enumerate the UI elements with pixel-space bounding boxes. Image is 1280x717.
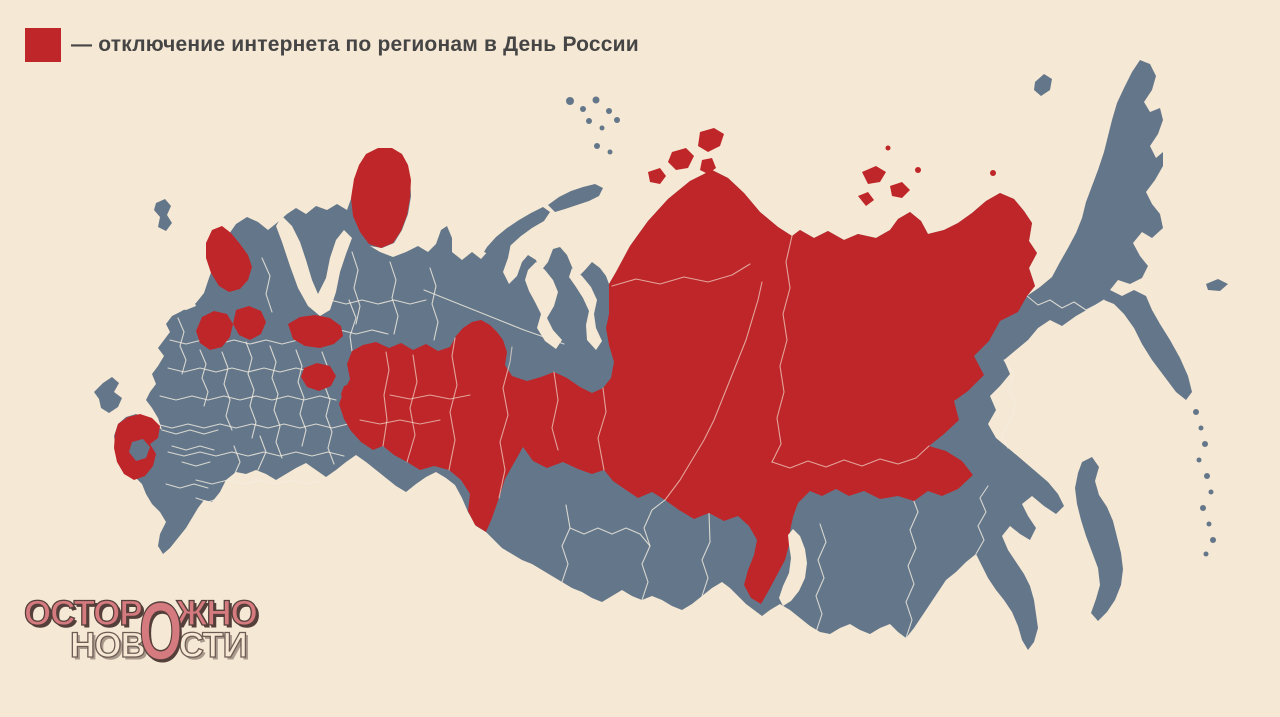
island-novaya-zemlya-south	[484, 207, 550, 255]
island-northwest	[154, 199, 172, 231]
highlighted-region-borders	[359, 235, 930, 501]
islands-franz-josef-land	[566, 96, 620, 155]
region-volga-small-blob-highlighted	[341, 382, 363, 410]
lake-baikal	[779, 529, 807, 606]
ostorozhno-novosti-logo: ОСТОР ЖНО НОВ СТИ О	[23, 589, 258, 673]
legend-red-swatch	[25, 28, 61, 62]
logo-line1-prefix: ОСТОР	[23, 594, 143, 633]
island-novaya-zemlya-north	[548, 184, 603, 212]
region-northwest-blob-2-highlighted	[233, 306, 266, 340]
island-sakhalin	[1075, 457, 1123, 621]
highlighted-regions	[114, 128, 1037, 604]
islands-new-siberian-highlighted	[858, 145, 996, 206]
region-north-volga-blob-highlighted	[288, 315, 343, 348]
region-adygea-cutout	[129, 439, 150, 461]
gulf-of-ob	[525, 262, 562, 349]
region-siberia-yakutia-cluster-highlighted	[339, 170, 1037, 604]
island-komandorski	[1206, 279, 1228, 291]
logo-line2-suffix: СТИ	[178, 626, 248, 665]
logo-line2-prefix: НОВ	[69, 626, 146, 665]
legend-label: — отключение интернета по регионам в Ден…	[71, 33, 639, 56]
legend: — отключение интернета по регионам в Ден…	[25, 28, 639, 62]
region-murmansk-highlighted	[351, 148, 411, 248]
logo-line-2: НОВ СТИ	[69, 626, 257, 665]
gulf-of-finland	[150, 291, 196, 310]
sea-overlays	[150, 216, 807, 606]
logo-shared-letter-o: О	[138, 586, 183, 677]
islands-kuril-chain	[1193, 409, 1216, 557]
gray-islands	[94, 74, 1228, 621]
region-karelia-highlighted	[206, 226, 252, 292]
white-sea	[276, 216, 352, 316]
region-northwest-blob-1-highlighted	[196, 311, 233, 350]
logo-line1-suffix: ЖНО	[175, 594, 258, 633]
island-crimea	[94, 377, 122, 413]
taz-gulf	[569, 268, 602, 350]
logo-line-1: ОСТОР ЖНО	[23, 594, 258, 633]
island-wrangel	[1034, 74, 1052, 96]
region-borders	[155, 251, 1105, 639]
region-volga-blob-highlighted	[301, 363, 336, 391]
islands-severnaya-zemlya-highlighted	[648, 128, 724, 184]
